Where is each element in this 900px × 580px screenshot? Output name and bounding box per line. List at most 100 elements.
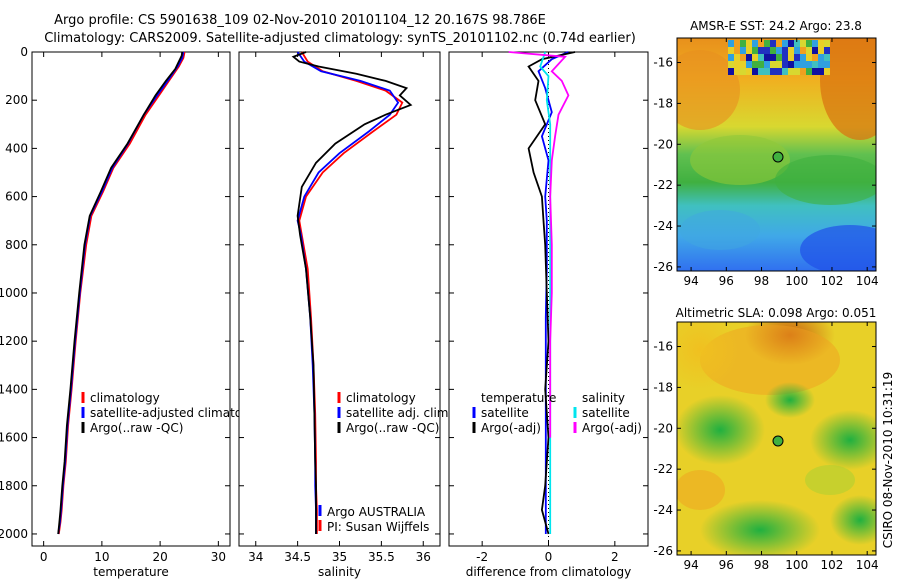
x-tick-label: 20 xyxy=(152,550,167,564)
sst-noise-cell xyxy=(770,54,776,61)
sst-heatmap-field xyxy=(677,38,876,271)
sst-noise-cell xyxy=(752,47,758,54)
sst-noise-cell xyxy=(818,68,824,75)
legend-label: Argo(-adj) xyxy=(582,421,642,435)
sst-noise-cell xyxy=(752,54,758,61)
x-tick-label: 104 xyxy=(856,558,879,572)
x-tick-label: -2 xyxy=(476,550,488,564)
data-source-annotation: Argo AUSTRALIA xyxy=(327,505,426,519)
sst-noise-cell xyxy=(782,47,788,54)
legend-label: Argo(..raw -QC) xyxy=(90,421,183,435)
x-axis-label: difference from climatology xyxy=(466,565,632,579)
sst-noise-cell xyxy=(818,40,824,47)
y-tick-label: -24 xyxy=(653,503,673,517)
x-tick-label: 36 xyxy=(416,550,431,564)
sst-noise-cell xyxy=(806,40,812,47)
y-tick-label: -22 xyxy=(653,462,673,476)
sst-noise-cell xyxy=(740,68,746,75)
legend-label: satellite xyxy=(582,406,630,420)
x-tick-label: 34.5 xyxy=(284,550,311,564)
sst-noise-cell xyxy=(794,47,800,54)
sst-noise-cell xyxy=(782,68,788,75)
x-tick-label: 2 xyxy=(611,550,619,564)
sst-noise-cell xyxy=(734,54,740,61)
plot-frame xyxy=(31,51,231,547)
y-tick-label: 600 xyxy=(5,190,28,204)
x-tick-label: 96 xyxy=(719,558,734,572)
figure-title-line1: Argo profile: CS 5901638_109 02-Nov-2010… xyxy=(54,13,546,28)
x-tick-label: 94 xyxy=(683,558,698,572)
y-tick-label: 800 xyxy=(5,238,28,252)
sst-noise-cell xyxy=(752,40,758,47)
sst-noise-cell xyxy=(728,61,734,68)
sla-map-title: Altimetric SLA: 0.098 Argo: 0.051 xyxy=(676,306,877,320)
x-tick-label: 30 xyxy=(211,550,226,564)
legend-heading: salinity xyxy=(582,391,625,405)
sst-noise-cell xyxy=(764,40,770,47)
sla-argo-location-marker xyxy=(772,435,784,447)
sst-noise-cell xyxy=(728,47,734,54)
x-tick-label: 98 xyxy=(754,274,769,288)
sst-noise-cell xyxy=(740,47,746,54)
x-tick-label: 100 xyxy=(785,274,808,288)
sst-noise-cell xyxy=(800,68,806,75)
x-axis-label: salinity xyxy=(318,565,361,579)
y-tick-label: -20 xyxy=(653,137,673,151)
sst-noise-cell xyxy=(800,47,806,54)
salinity-panel: 34 34.5 35 35.5 36 salinity climatologysatelli… xyxy=(238,51,452,579)
sst-noise-cell xyxy=(812,54,818,61)
y-tick-label: 1600 xyxy=(0,431,28,445)
timestamp-side-label: CSIRO 08-Nov-2010 10:31:19 xyxy=(881,372,895,548)
y-tick-label: -20 xyxy=(653,421,673,435)
sla-map: Altimetric SLA: 0.098 Argo: 0.051 94 96 98… xyxy=(653,306,879,572)
figure-title-line2: Climatology: CARS2009. Satellite-adjuste… xyxy=(44,31,636,46)
legend-label: satellite xyxy=(481,406,529,420)
x-tick-label: 0 xyxy=(40,550,48,564)
sla-map-axes: 94 96 98 100 102 104 -16 -18 -20 -22 -24 -26 xyxy=(653,322,879,572)
y-tick-label: 1400 xyxy=(0,382,28,396)
y-tick-label: -18 xyxy=(653,96,673,110)
x-tick-label: 34 xyxy=(248,550,263,564)
sst-noise-cell xyxy=(752,68,758,75)
y-tick-label: -22 xyxy=(653,178,673,192)
sst-noise-cell xyxy=(788,40,794,47)
x-tick-label: 102 xyxy=(821,558,844,572)
sst-noise-cell xyxy=(794,68,800,75)
sst-noise-cell xyxy=(824,54,830,61)
sst-noise-cell xyxy=(740,40,746,47)
sst-noise-cell xyxy=(800,40,806,47)
series-line xyxy=(508,51,570,438)
sst-map: AMSR-E SST: 24.2 Argo: 23.8 94 96 98 100 102… xyxy=(653,19,879,288)
sst-noise-cell xyxy=(734,47,740,54)
sst-noise-cell xyxy=(788,47,794,54)
y-tick-label: -24 xyxy=(653,219,673,233)
sst-noise-cell xyxy=(800,61,806,68)
plot-frame xyxy=(238,51,441,547)
x-tick-label: 104 xyxy=(856,274,879,288)
legend-label: climatology xyxy=(90,391,160,405)
sst-noise-cell xyxy=(824,40,830,47)
sst-noise-cell xyxy=(776,40,782,47)
legend-label: Argo(..raw -QC) xyxy=(346,421,439,435)
sst-noise-cell xyxy=(794,40,800,47)
sst-argo-location-marker xyxy=(772,151,784,163)
y-tick-label: -26 xyxy=(653,260,673,274)
sst-noise-cell xyxy=(782,54,788,61)
y-tick-label: 0 xyxy=(20,45,28,59)
sst-noise-cell xyxy=(824,47,830,54)
sst-noise-cell xyxy=(776,68,782,75)
y-tick-label: 1000 xyxy=(0,286,28,300)
sst-missing-data-patch xyxy=(728,40,830,75)
sst-noise-cell xyxy=(746,54,752,61)
x-tick-label: 35 xyxy=(332,550,347,564)
series-line xyxy=(527,51,576,535)
sst-noise-cell xyxy=(806,68,812,75)
sst-noise-cell xyxy=(770,40,776,47)
x-tick-label: 96 xyxy=(719,274,734,288)
sst-noise-cell xyxy=(788,61,794,68)
sst-noise-cell xyxy=(758,61,764,68)
sst-map-axes: 94 96 98 100 102 104 -16 -18 -20 -22 -24 -26 xyxy=(653,38,879,288)
sst-noise-cell xyxy=(740,54,746,61)
sst-noise-cell xyxy=(728,54,734,61)
